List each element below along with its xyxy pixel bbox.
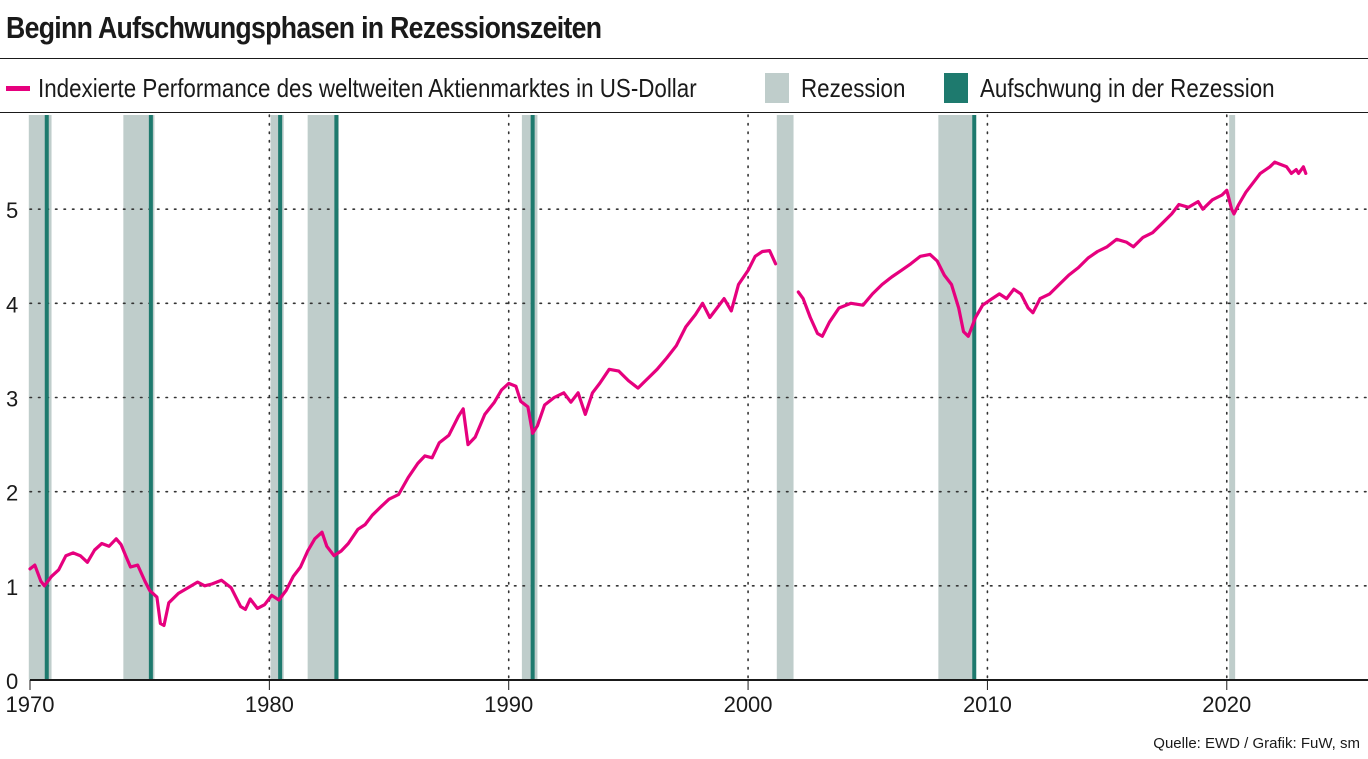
x-tick-label: 2020: [1202, 692, 1251, 717]
title-divider: [0, 58, 1368, 59]
legend-line-swatch: [6, 85, 30, 91]
legend-label-recovery: Aufschwung in der Rezession: [980, 72, 1275, 103]
legend-divider: [0, 112, 1368, 113]
x-tick-label: 1980: [245, 692, 294, 717]
x-tick-label: 2010: [963, 692, 1012, 717]
recession-band: [776, 115, 794, 680]
recovery-start-marker: [530, 115, 535, 680]
recovery-start-marker: [334, 115, 339, 680]
performance-line: [28, 249, 778, 627]
recovery-start-marker: [278, 115, 283, 680]
recovery-start-marker: [44, 115, 49, 680]
legend-recovery-swatch: [944, 73, 968, 103]
x-tick-label: 1990: [484, 692, 533, 717]
grid-lines: [29, 114, 1368, 681]
recession-band: [1229, 115, 1236, 680]
x-tick-label: 2000: [724, 692, 773, 717]
legend-item-performance: Indexierte Performance des weltweiten Ak…: [6, 70, 804, 106]
legend-label-performance: Indexierte Performance des weltweiten Ak…: [38, 72, 697, 103]
y-tick-label: 1: [6, 575, 18, 600]
y-tick-label: 5: [6, 198, 18, 223]
legend-item-recession: Rezession: [765, 70, 922, 106]
y-tick-label: 3: [6, 387, 18, 412]
recession-band: [307, 115, 339, 680]
y-tick-label: 2: [6, 481, 18, 506]
performance-line: [796, 160, 1308, 338]
legend-label-recession: Rezession: [801, 72, 906, 103]
legend-item-recovery: Aufschwung in der Rezession: [944, 70, 1323, 106]
chart-legend: Indexierte Performance des weltweiten Ak…: [0, 70, 1368, 106]
legend-recession-swatch: [765, 73, 789, 103]
y-tick-label: 0: [6, 669, 18, 694]
axes: 0 1 2 3 4 5 1970 1980 1990 2000 2010 2020: [6, 198, 1368, 717]
x-tick-label: 1970: [6, 692, 55, 717]
source-note: Quelle: EWD / Grafik: FuW, sm: [1153, 735, 1360, 752]
chart-title: Beginn Aufschwungsphasen in Rezessionsze…: [6, 10, 602, 45]
recovery-start-marker: [148, 115, 153, 680]
recovery-markers: [44, 115, 977, 680]
y-tick-label: 4: [6, 292, 18, 317]
recovery-start-marker: [972, 115, 977, 680]
series-lines: [28, 160, 1308, 627]
